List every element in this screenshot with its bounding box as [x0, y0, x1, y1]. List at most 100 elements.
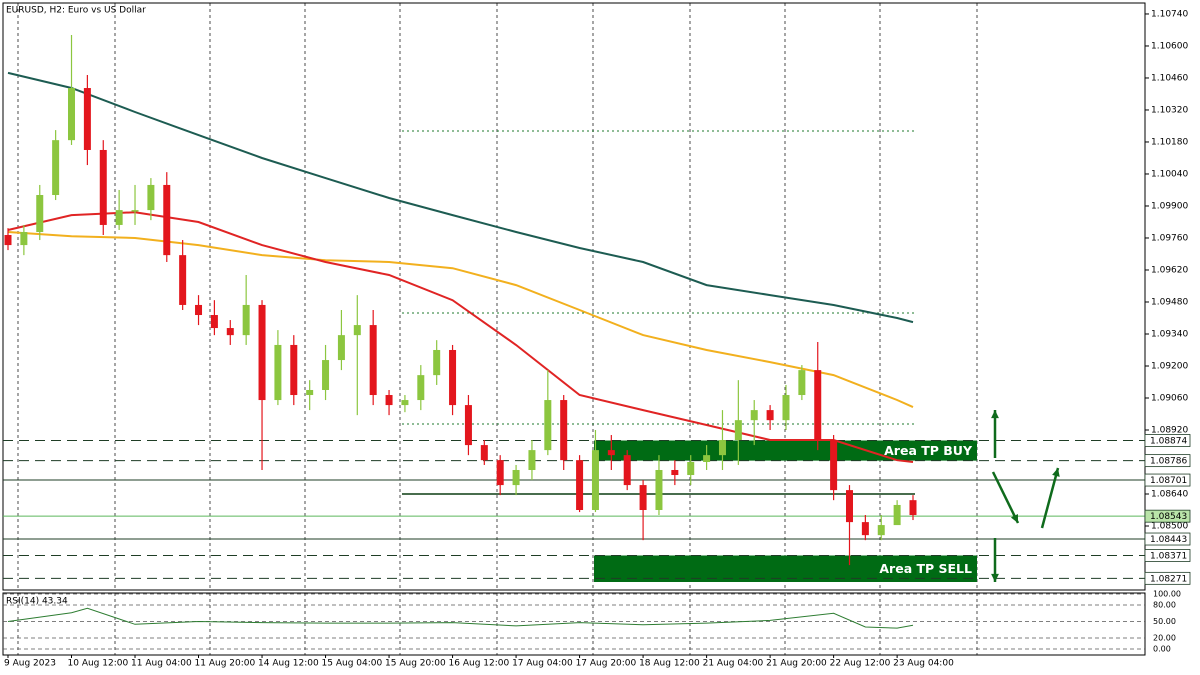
candle-body [83, 88, 91, 150]
candle-body [369, 325, 377, 396]
level-label-box [1144, 434, 1191, 447]
zone-label: Area TP BUY [884, 443, 973, 458]
candle-body [322, 360, 330, 390]
moving-average [7, 71, 914, 324]
x-tick-label: 14 Aug 12:00 [258, 659, 319, 669]
candle-body [353, 325, 361, 336]
candle-body [687, 461, 695, 476]
candle-body [147, 184, 155, 211]
y-tick-label: 1.08500 [1151, 521, 1188, 531]
arrow-head [1052, 468, 1060, 477]
candle-body [290, 344, 298, 396]
level-label-box [1144, 473, 1191, 487]
candle-body [734, 420, 742, 441]
y-tick-label: 1.10180 [1151, 137, 1188, 147]
y-tick-label: 1.09760 [1151, 233, 1188, 243]
y-tick-label: 1.08920 [1151, 425, 1188, 435]
candle-body [830, 440, 838, 491]
level-label: 1.08271 [1150, 574, 1187, 584]
y-tick-label: 1.10040 [1151, 169, 1188, 179]
x-tick-label: 15 Aug 04:00 [322, 659, 383, 669]
level-label-box [1144, 549, 1191, 562]
y-tick-label: 1.10460 [1151, 73, 1188, 83]
level-label: 1.08874 [1150, 437, 1187, 447]
candle-body [226, 328, 234, 336]
level-label-box [1144, 532, 1191, 546]
candle-body [782, 395, 790, 421]
arrow-head [1010, 514, 1018, 523]
candle-body [179, 255, 187, 305]
rsi-panel-frame [2, 592, 1146, 656]
candle-body [99, 149, 107, 225]
level-label-box [1144, 509, 1191, 523]
x-tick-label: 17 Aug 04:00 [512, 659, 573, 669]
y-tick-label: 1.10600 [1151, 41, 1188, 51]
zone [594, 555, 977, 582]
y-tick-label: 1.09480 [1151, 297, 1188, 307]
candle-body [861, 522, 869, 536]
candle-body [210, 315, 218, 329]
y-tick-label: 1.09900 [1151, 201, 1188, 211]
zone-label: Area TP SELL [879, 561, 972, 576]
candle-body [195, 304, 203, 316]
rsi-title: RSI(14) 43.34 [6, 597, 68, 607]
x-tick-label: 21 Aug 04:00 [703, 659, 764, 669]
y-tick-label: 1.09200 [1151, 361, 1188, 371]
candle-body [909, 500, 917, 516]
x-tick-label: 9 Aug 2023 [4, 659, 56, 669]
x-tick-label: 18 Aug 12:00 [639, 659, 700, 669]
y-tick-label: 1.09340 [1151, 329, 1188, 339]
arrow-head [991, 573, 999, 582]
candle-body [623, 455, 631, 486]
candle-body [576, 460, 584, 510]
candle-body [4, 235, 12, 246]
x-tick-label: 11 Aug 20:00 [195, 659, 256, 669]
candle-body [52, 140, 60, 196]
candle-body [242, 304, 250, 336]
candle-body [671, 469, 679, 476]
candle-body [274, 344, 282, 401]
candle-body [306, 389, 314, 396]
candle-body [750, 410, 758, 421]
rsi-tick-label: 20.00 [1153, 634, 1176, 643]
candle-body [36, 195, 44, 233]
rsi-tick-label: 100.00 [1153, 590, 1181, 599]
level-label: 1.08786 [1150, 457, 1187, 467]
level-label: 1.08371 [1150, 551, 1187, 561]
candle-body [528, 450, 536, 470]
rsi-tick-label: 80.00 [1153, 601, 1176, 610]
x-tick-label: 17 Aug 20:00 [576, 659, 637, 669]
y-tick-label: 1.08640 [1151, 489, 1188, 499]
candle-body [433, 349, 441, 376]
y-tick-label: 1.09060 [1151, 393, 1188, 403]
candle-body [115, 210, 123, 225]
level-label: 1.08543 [1150, 512, 1187, 522]
level-label-box [1144, 571, 1191, 585]
x-tick-label: 22 Aug 12:00 [830, 659, 891, 669]
candle-body [766, 410, 774, 421]
candle-body [512, 469, 520, 486]
candle-body [163, 184, 171, 256]
rsi-tick-label: 50.00 [1153, 617, 1176, 626]
candle-body [655, 469, 663, 510]
rsi-line [7, 607, 914, 629]
candle-body [417, 375, 425, 401]
level-label-box [1144, 454, 1191, 468]
candle-body [639, 485, 647, 510]
x-tick-label: 10 Aug 12:00 [68, 659, 129, 669]
candle-body [544, 400, 552, 451]
candle-body [607, 450, 615, 456]
candle-body [337, 335, 345, 361]
y-tick-label: 1.09620 [1151, 265, 1188, 275]
x-tick-label: 11 Aug 04:00 [131, 659, 192, 669]
candle-body [401, 400, 409, 406]
x-tick-label: 21 Aug 20:00 [766, 659, 827, 669]
candle-body [814, 370, 822, 441]
candle-body [591, 450, 599, 510]
candle-body [20, 232, 28, 246]
candle-body [893, 504, 901, 526]
chart-title: EURUSD, H2: Euro vs US Dollar [6, 6, 146, 16]
candle-body [464, 405, 472, 446]
